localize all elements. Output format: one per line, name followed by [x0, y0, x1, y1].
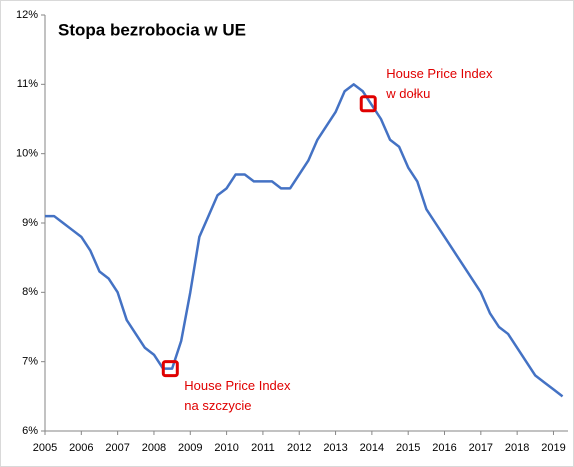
chart-title: Stopa bezrobocia w UE — [58, 20, 246, 39]
x-tick-label: 2014 — [360, 442, 384, 454]
x-tick-label: 2012 — [287, 442, 311, 454]
x-tick-label: 2015 — [396, 442, 420, 454]
data-line — [45, 83, 564, 398]
x-tick-label: 2006 — [69, 442, 93, 454]
y-tick-label: 10% — [16, 148, 38, 160]
x-tick-label: 2007 — [105, 442, 129, 454]
x-tick-label: 2005 — [33, 442, 57, 454]
x-tick-label: 2011 — [251, 442, 275, 454]
x-tick-label: 2018 — [505, 442, 529, 454]
y-tick-label: 12% — [16, 9, 38, 21]
x-tick-label: 2013 — [323, 442, 347, 454]
y-tick-label: 9% — [22, 217, 38, 229]
x-tick-label: 2009 — [178, 442, 202, 454]
x-tick-label: 2008 — [142, 442, 166, 454]
annotation-text: na szczycie — [184, 398, 251, 413]
annotation-text: House Price Index — [184, 378, 291, 393]
annotation-text: House Price Index — [386, 66, 493, 81]
annotation-marker — [161, 360, 179, 378]
x-tick-label: 2016 — [432, 442, 456, 454]
x-tick-label: 2017 — [469, 442, 493, 454]
annotation-text: w dołku — [385, 86, 430, 101]
x-tick-label: 2019 — [541, 442, 565, 454]
y-tick-label: 7% — [22, 356, 38, 368]
y-tick-label: 6% — [22, 425, 38, 437]
y-tick-label: 8% — [22, 286, 38, 298]
y-tick-label: 11% — [17, 78, 38, 90]
annotation-marker — [359, 95, 377, 113]
x-tick-label: 2010 — [214, 442, 238, 454]
